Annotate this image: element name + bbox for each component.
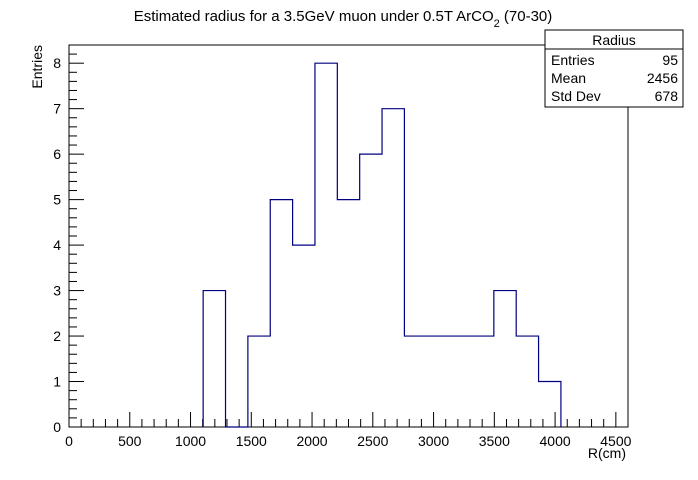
histogram-bin xyxy=(449,336,471,427)
x-tick-label: 1000 xyxy=(175,433,206,449)
stats-stddev-label: Std Dev xyxy=(551,88,601,104)
histogram-bin xyxy=(203,291,225,427)
x-tick-label: 0 xyxy=(65,433,73,449)
x-tick-label: 1500 xyxy=(236,433,267,449)
y-tick-label: 6 xyxy=(53,146,61,162)
histogram-bin xyxy=(315,63,337,427)
x-axis: 0 500 1000 1500 2000 2500 3000 3500 4000 4500 xyxy=(65,412,632,449)
y-tick-label: 0 xyxy=(53,419,61,435)
y-axis-title: Entries xyxy=(29,45,45,89)
y-tick-label: 2 xyxy=(53,328,61,344)
histogram-bin xyxy=(382,109,404,427)
x-tick-label: 2000 xyxy=(296,433,327,449)
x-tick-label: 3500 xyxy=(479,433,510,449)
x-tick-label: 4500 xyxy=(600,433,631,449)
stats-stddev-value: 678 xyxy=(655,88,679,104)
y-tick-label: 4 xyxy=(53,237,61,253)
histogram-bin xyxy=(270,200,292,427)
stats-mean-label: Mean xyxy=(551,70,586,86)
plot-frame xyxy=(68,44,629,428)
y-tick-label: 8 xyxy=(53,55,61,71)
histogram-bin xyxy=(293,245,315,427)
stats-entries-value: 95 xyxy=(662,52,678,68)
histogram-bin xyxy=(494,291,516,427)
histogram-bin xyxy=(471,336,493,427)
y-tick-label: 3 xyxy=(53,283,61,299)
y-tick-label: 5 xyxy=(53,192,61,208)
histogram-bin xyxy=(404,336,426,427)
histogram-outline xyxy=(202,62,562,428)
x-tick-label: 4000 xyxy=(540,433,571,449)
stats-mean-value: 2456 xyxy=(647,70,678,86)
chart-title: Estimated radius for a 3.5GeV muon under… xyxy=(134,8,553,30)
histogram-bin xyxy=(539,382,561,427)
histogram-bin xyxy=(360,154,382,427)
y-tick-label: 1 xyxy=(53,374,61,390)
y-tick-label: 7 xyxy=(53,101,61,117)
x-tick-label: 3000 xyxy=(418,433,449,449)
histogram-bin xyxy=(427,336,449,427)
x-tick-label: 500 xyxy=(118,433,142,449)
stats-entries-label: Entries xyxy=(551,52,595,68)
y-axis: 0 1 2 3 4 5 6 7 8 xyxy=(53,44,84,435)
stats-box-title: Radius xyxy=(592,32,636,48)
x-tick-label: 2500 xyxy=(357,433,388,449)
histogram-bin xyxy=(516,336,538,427)
stats-box-frame xyxy=(544,29,684,108)
stats-box: Radius Entries 95 Mean 2456 Std Dev 678 xyxy=(544,29,684,108)
x-axis-title: R(cm) xyxy=(588,445,626,461)
histogram-bin xyxy=(337,200,359,427)
